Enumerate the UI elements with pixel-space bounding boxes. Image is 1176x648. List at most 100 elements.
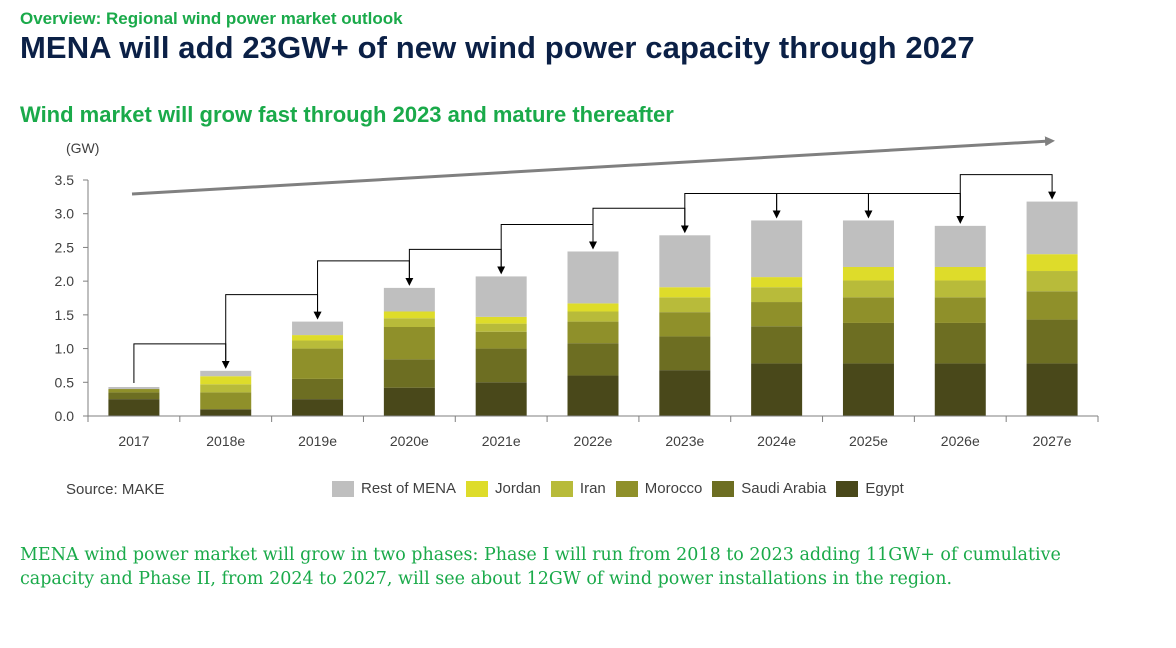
trend-arrow-group xyxy=(131,136,1055,196)
bar-segment-morocco xyxy=(1026,291,1078,320)
legend-item-jordan: Jordan xyxy=(466,480,541,497)
y-tick-label: 2.0 xyxy=(55,273,75,289)
bar-segment-iran xyxy=(567,311,619,322)
bar-segment-saudi-arabia xyxy=(567,343,619,376)
y-tick-label: 0.0 xyxy=(55,408,75,424)
bar-segment-jordan xyxy=(659,287,711,298)
legend-item-iran: Iran xyxy=(550,480,606,497)
connector-arrows xyxy=(133,174,1057,384)
y-tick-label: 1.5 xyxy=(55,307,75,323)
bar-segment-morocco xyxy=(108,389,160,393)
bar-segment-iran xyxy=(842,280,894,298)
bar-segment-egypt xyxy=(1026,363,1078,416)
bar-segment-morocco xyxy=(383,326,435,360)
bar-segment-iran xyxy=(934,280,986,298)
legend-swatch xyxy=(550,480,573,497)
legend-swatch xyxy=(466,480,489,497)
bar-segment-jordan xyxy=(200,376,252,385)
legend-swatch xyxy=(615,480,638,497)
y-tick-label: 3.0 xyxy=(55,206,75,222)
bar-segment-jordan xyxy=(292,335,344,341)
chart-legend: Rest of MENA Jordan Iran Morocco Saudi Arabi… xyxy=(332,480,914,497)
legend-label: Egypt xyxy=(865,480,904,497)
bar-segment-rest-of-mena xyxy=(1026,201,1078,255)
x-tick-label: 2021e xyxy=(482,433,521,449)
source-note: Source: MAKE xyxy=(66,481,165,498)
bar-segment-saudi-arabia xyxy=(751,326,803,364)
legend-item-saudi-arabia: Saudi Arabia xyxy=(712,480,826,497)
bar-segment-saudi-arabia xyxy=(659,336,711,371)
bar-segment-iran xyxy=(383,318,435,327)
bar-segment-jordan xyxy=(842,266,894,281)
bar-segment-egypt xyxy=(659,370,711,416)
legend-label: Rest of MENA xyxy=(361,480,457,497)
bar-segment-rest-of-mena xyxy=(567,251,619,304)
bar-segment-egypt xyxy=(383,387,435,416)
bar-segment-morocco xyxy=(475,331,527,349)
bar-segment-jordan xyxy=(934,266,986,281)
bars-group xyxy=(108,201,1078,416)
bar-segment-morocco xyxy=(292,348,344,379)
connector-arrow xyxy=(776,192,873,219)
bar-segment-saudi-arabia xyxy=(842,322,894,364)
x-tick-label: 2022e xyxy=(574,433,613,449)
axes-group: 0.0 0.5 1.0 1.5 2.0 2.5 3.0 3.5 2017 2018e 2019e 20… xyxy=(55,172,1099,449)
bar-segment-rest-of-mena xyxy=(751,220,803,278)
bar-segment-saudi-arabia xyxy=(475,348,527,383)
legend-swatch xyxy=(712,480,735,497)
y-tick-label: 2.5 xyxy=(55,239,75,255)
bar-segment-morocco xyxy=(200,392,252,410)
y-axis-unit-label: (GW) xyxy=(66,140,99,156)
summary-paragraph: MENA wind power market will grow in two … xyxy=(20,545,1061,589)
kicker-title: Overview: Regional wind power market out… xyxy=(20,9,403,28)
bar-segment-saudi-arabia xyxy=(1026,319,1078,364)
bar-segment-saudi-arabia xyxy=(292,378,344,400)
bar-segment-saudi-arabia xyxy=(108,392,160,400)
x-tick-label: 2018e xyxy=(206,433,245,449)
bar-segment-egypt xyxy=(842,363,894,416)
legend-item-morocco: Morocco xyxy=(615,480,703,497)
bar-segment-egypt xyxy=(751,363,803,416)
x-tick-label: 2020e xyxy=(390,433,429,449)
bar-segment-egypt xyxy=(108,399,160,416)
legend-item-rest-of-mena: Rest of MENA xyxy=(332,480,456,497)
legend-swatch xyxy=(332,480,354,497)
bar-segment-iran xyxy=(751,287,803,303)
y-tick-label: 0.5 xyxy=(55,374,75,390)
x-tick-label: 2027e xyxy=(1033,433,1072,449)
bar-segment-rest-of-mena xyxy=(108,387,160,390)
x-tick-label: 2025e xyxy=(849,433,888,449)
page-title: MENA will add 23GW+ of new wind power ca… xyxy=(20,30,975,65)
y-tick-label: 1.0 xyxy=(55,341,75,357)
x-tick-label: 2024e xyxy=(757,433,796,449)
bar-segment-egypt xyxy=(567,375,619,416)
bar-segment-jordan xyxy=(1026,254,1078,272)
legend-label: Morocco xyxy=(644,480,703,497)
bar-segment-iran xyxy=(200,384,252,393)
bar-segment-jordan xyxy=(383,311,435,319)
bar-segment-morocco xyxy=(842,297,894,323)
bar-segment-rest-of-mena xyxy=(292,321,344,336)
bar-segment-morocco xyxy=(934,297,986,323)
bar-segment-jordan xyxy=(567,303,619,312)
legend-label: Iran xyxy=(579,480,606,497)
bar-segment-rest-of-mena xyxy=(659,235,711,288)
bar-segment-iran xyxy=(659,297,711,313)
bar-segment-iran xyxy=(292,340,344,349)
bar-segment-jordan xyxy=(751,277,803,288)
bar-segment-morocco xyxy=(751,302,803,327)
bar-segment-saudi-arabia xyxy=(934,322,986,364)
bar-segment-egypt xyxy=(934,363,986,416)
bar-segment-egypt xyxy=(200,409,252,416)
x-tick-label: 2019e xyxy=(298,433,337,449)
bar-segment-egypt xyxy=(475,382,527,416)
bar-segment-rest-of-mena xyxy=(200,370,252,377)
bar-segment-iran xyxy=(475,323,527,332)
x-tick-label: 2023e xyxy=(665,433,704,449)
legend-label: Jordan xyxy=(495,480,541,497)
bar-segment-saudi-arabia xyxy=(383,359,435,388)
legend-swatch xyxy=(836,480,859,497)
y-tick-label: 3.5 xyxy=(55,172,75,188)
bar-segment-morocco xyxy=(567,321,619,344)
